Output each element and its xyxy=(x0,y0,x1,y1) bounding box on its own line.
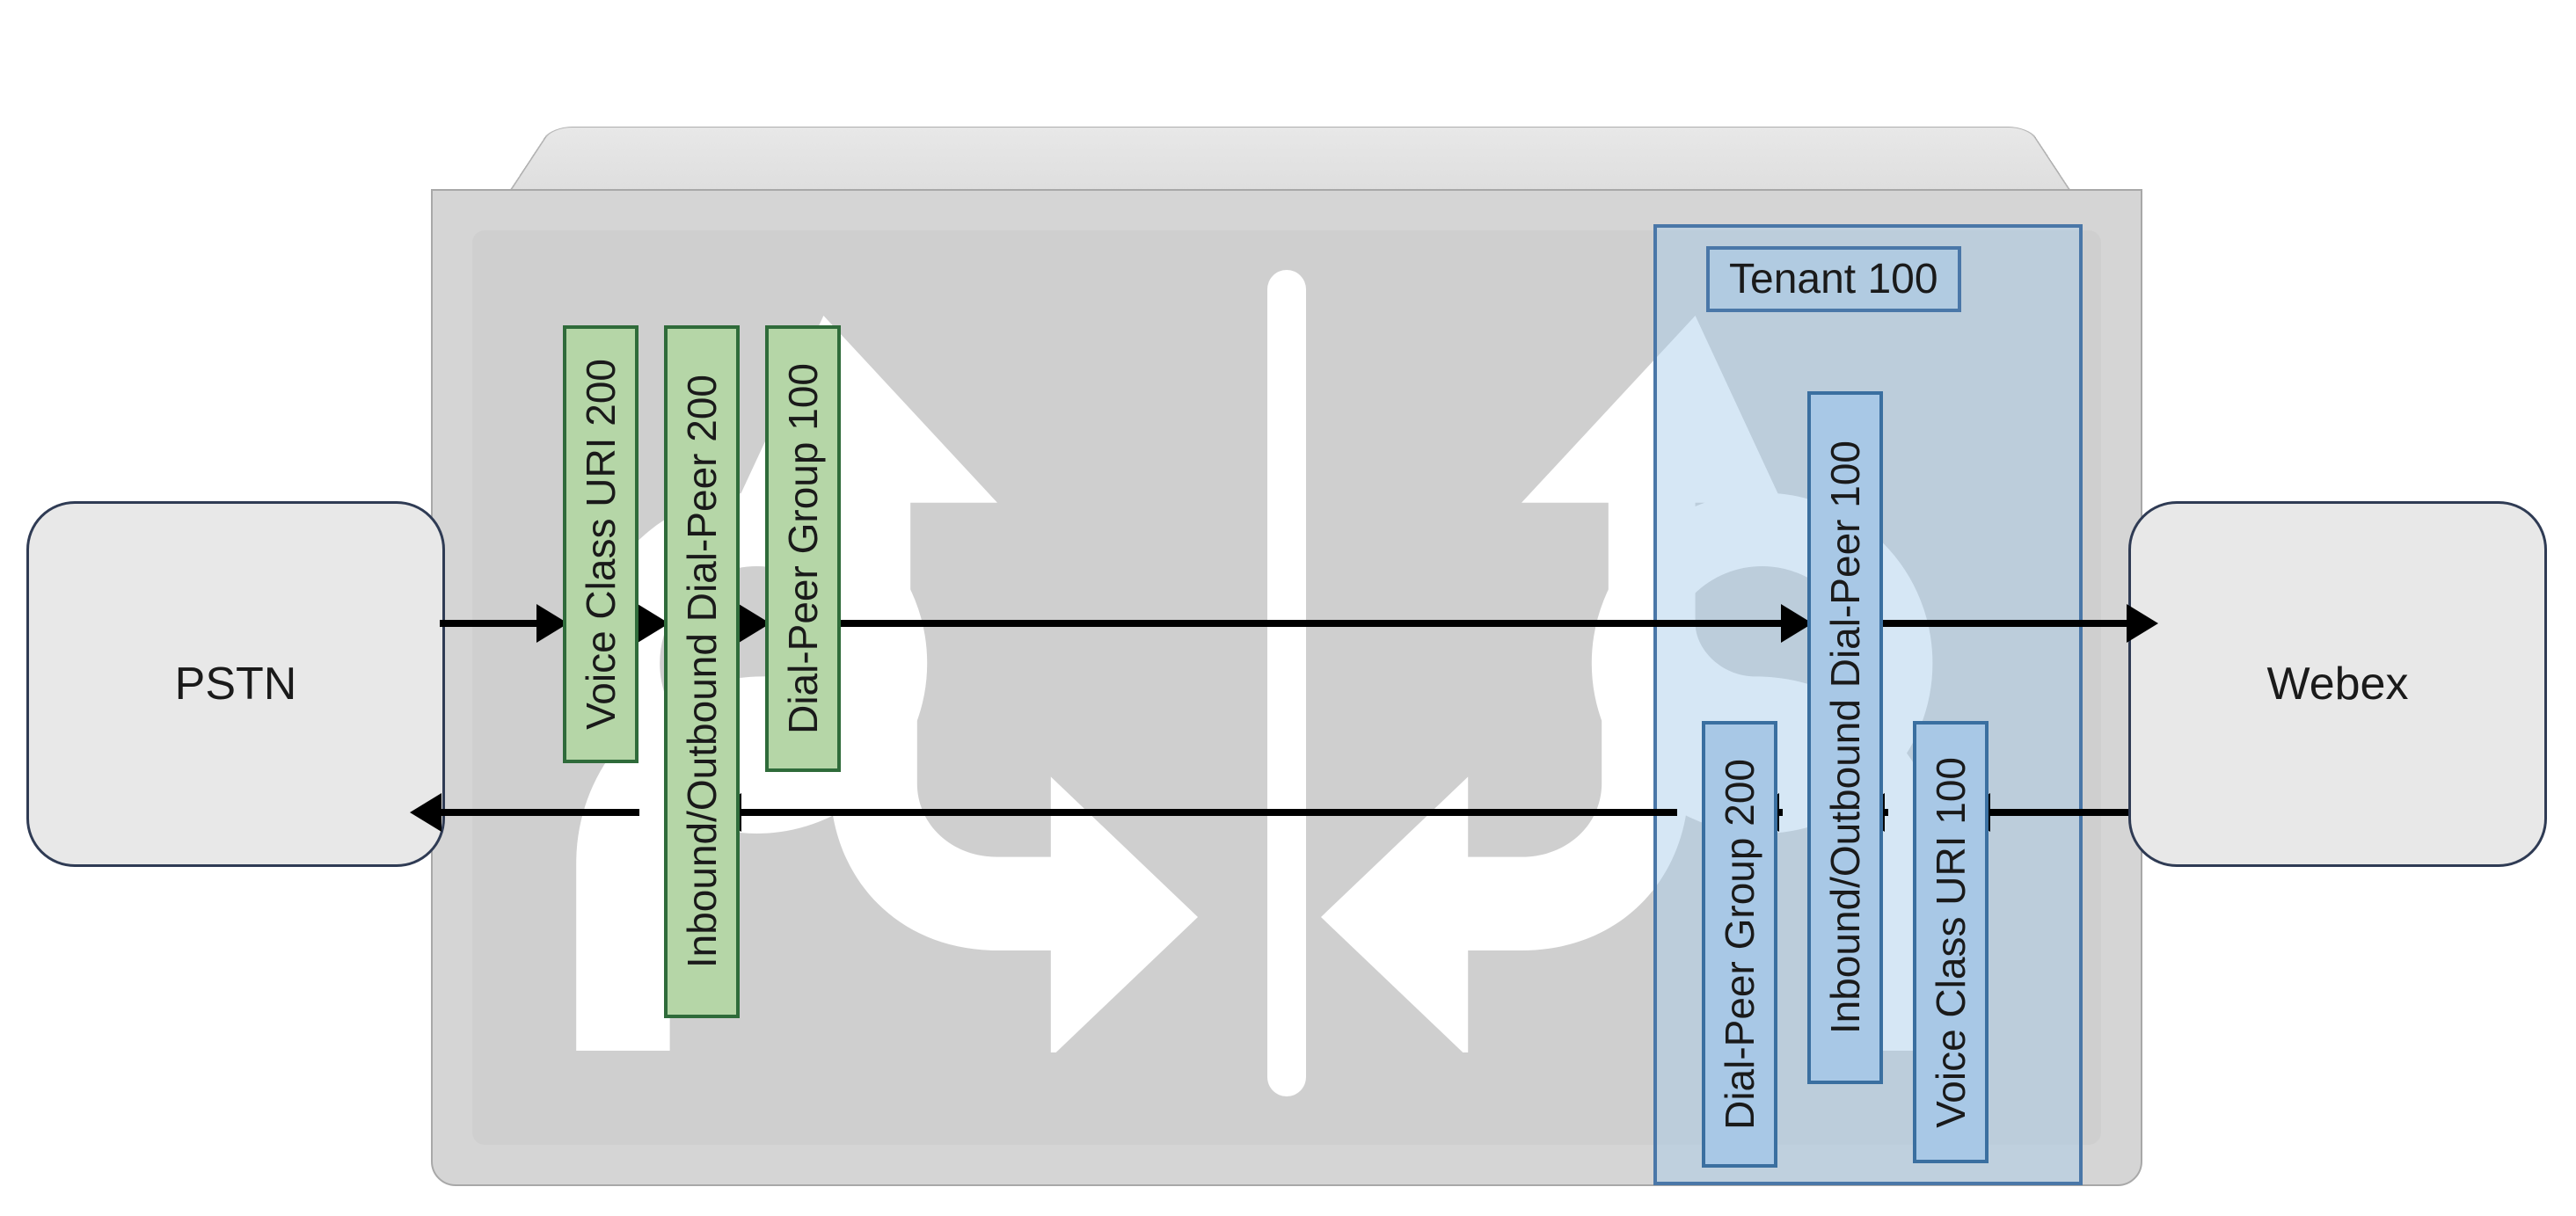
pill-vc-uri-200: Voice Class URI 200 xyxy=(563,325,639,763)
pill-dpg-100-label: Dial-Peer Group 100 xyxy=(779,363,827,734)
pill-dp-200-label: Inbound/Outbound Dial-Peer 200 xyxy=(678,375,726,968)
arrow-segment-8 xyxy=(1883,809,1888,816)
arrow-segment-2 xyxy=(740,620,741,627)
endpoint-pstn: PSTN xyxy=(26,501,445,867)
endpoint-webex: Webex xyxy=(2128,501,2547,867)
arrow-head-left-icon xyxy=(410,793,441,832)
endpoint-webex-label: Webex xyxy=(2267,658,2409,710)
pill-vc-uri-100: Voice Class URI 100 xyxy=(1913,721,1989,1163)
pill-dpg-100: Dial-Peer Group 100 xyxy=(765,325,841,772)
arrow-segment-4 xyxy=(1883,620,2128,627)
arrow-segment-5 xyxy=(440,809,639,816)
pill-dpg-200-label: Dial-Peer Group 200 xyxy=(1716,759,1763,1130)
arrow-segment-0 xyxy=(440,620,538,627)
pill-dpg-200: Dial-Peer Group 200 xyxy=(1702,721,1777,1168)
tenant-label-text: Tenant 100 xyxy=(1729,256,1938,302)
pill-dp-100: Inbound/Outbound Dial-Peer 100 xyxy=(1807,391,1883,1084)
pill-vc-uri-100-label: Voice Class URI 100 xyxy=(1927,757,1974,1128)
endpoint-pstn-label: PSTN xyxy=(175,658,297,710)
pill-dp-200: Inbound/Outbound Dial-Peer 200 xyxy=(664,325,740,1018)
pill-vc-uri-200-label: Voice Class URI 200 xyxy=(577,359,624,730)
pill-dp-100-label: Inbound/Outbound Dial-Peer 100 xyxy=(1821,441,1869,1034)
tenant-label: Tenant 100 xyxy=(1706,246,1961,312)
arrow-segment-9 xyxy=(1989,809,2128,816)
arrow-segment-3 xyxy=(841,620,1783,627)
diagram-canvas: Tenant 100 PSTN Webex Voice Class URI 20… xyxy=(0,0,2576,1216)
arrow-segment-7 xyxy=(1777,809,1783,816)
arrow-head-right-icon xyxy=(2127,604,2158,643)
arrow-segment-6 xyxy=(740,809,1677,816)
device-divider xyxy=(1267,270,1306,1096)
